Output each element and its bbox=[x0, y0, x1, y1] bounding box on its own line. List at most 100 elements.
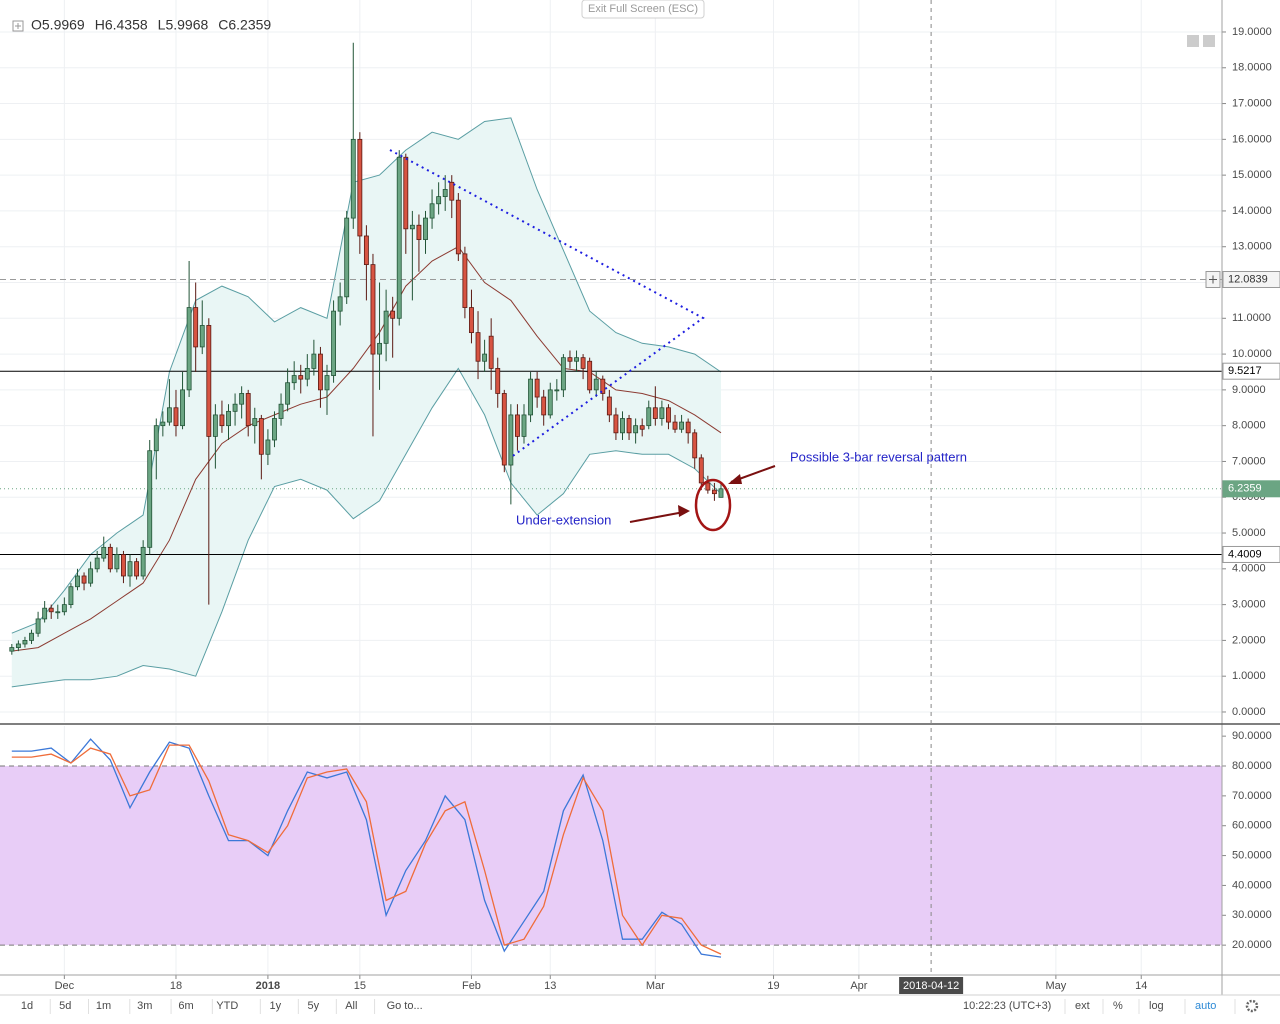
y-tick-label: 8.0000 bbox=[1232, 420, 1266, 432]
exit-fullscreen-button[interactable] bbox=[581, 0, 705, 19]
y-tick-label: 4.0000 bbox=[1232, 563, 1266, 575]
icon[interactable] bbox=[1187, 35, 1199, 47]
candle-body bbox=[698, 457, 704, 484]
candle-body bbox=[81, 575, 87, 584]
range-button[interactable]: 1d bbox=[21, 1000, 33, 1012]
candle-body bbox=[324, 375, 330, 391]
candle-body bbox=[409, 224, 415, 230]
candle-body bbox=[646, 407, 652, 427]
candle-body bbox=[377, 342, 382, 355]
triangle-drawing bbox=[389, 149, 705, 459]
candle-body bbox=[298, 375, 304, 380]
y-tick-label: 15.0000 bbox=[1232, 169, 1272, 181]
candle-body bbox=[574, 357, 579, 362]
candle-body bbox=[620, 418, 625, 434]
range-button[interactable]: All bbox=[345, 1000, 357, 1012]
settings-button[interactable] bbox=[1245, 999, 1259, 1013]
goto-button[interactable]: Go to... bbox=[387, 1000, 423, 1012]
y-tick-label: 18.0000 bbox=[1232, 62, 1272, 74]
range-button[interactable]: 1m bbox=[96, 1000, 111, 1012]
candle-body bbox=[554, 389, 560, 392]
candle-body bbox=[9, 647, 15, 652]
crosshair-label: 2018-04-12 bbox=[903, 980, 959, 992]
y-tick-label: 90.0000 bbox=[1232, 730, 1272, 742]
stochastic-pane bbox=[0, 738, 1222, 958]
option-button[interactable]: ext bbox=[1075, 1000, 1090, 1012]
upper-band bbox=[11, 117, 722, 634]
x-tick-label: Apr bbox=[850, 980, 867, 992]
icon[interactable] bbox=[1203, 35, 1215, 47]
x-tick-label: 2018 bbox=[256, 980, 280, 992]
option-button[interactable]: log bbox=[1149, 1000, 1164, 1012]
candle-body bbox=[449, 181, 455, 201]
candle-body bbox=[587, 360, 593, 391]
candle-body bbox=[121, 554, 126, 577]
x-tick-label: 13 bbox=[544, 980, 556, 992]
y-tick-label: 10.0000 bbox=[1232, 348, 1272, 360]
ohlc-legend: O5.9969 bbox=[31, 17, 85, 33]
highlight-circle bbox=[694, 478, 732, 532]
range-button[interactable]: 6m bbox=[178, 1000, 193, 1012]
candle-body bbox=[331, 310, 337, 376]
legend-icon[interactable] bbox=[12, 20, 24, 32]
price-pane bbox=[0, 42, 1222, 688]
y-tick-label: 2.0000 bbox=[1232, 634, 1266, 646]
range-button[interactable]: 3m bbox=[137, 1000, 152, 1012]
y-tick-label: 19.0000 bbox=[1232, 26, 1272, 38]
candle-body bbox=[193, 307, 199, 348]
range-button[interactable]: YTD bbox=[216, 1000, 238, 1012]
candle-body bbox=[68, 586, 74, 606]
candle-body bbox=[560, 357, 566, 391]
candle-body bbox=[514, 414, 520, 437]
candle-body bbox=[48, 607, 54, 613]
candle-body bbox=[370, 264, 376, 355]
candle-body bbox=[114, 554, 120, 570]
candle-body bbox=[180, 389, 185, 427]
y-tick-label: 20.0000 bbox=[1232, 939, 1272, 951]
candle-body bbox=[101, 546, 107, 559]
candle-body bbox=[390, 310, 396, 319]
y-tick-label: 60.0000 bbox=[1232, 820, 1272, 832]
candle-body bbox=[160, 421, 166, 427]
candle-body bbox=[344, 217, 350, 298]
candle-body bbox=[613, 414, 619, 434]
candle-body bbox=[521, 414, 527, 437]
exit-fullscreen-label[interactable]: Exit Full Screen (ESC) bbox=[588, 3, 698, 15]
candle-body bbox=[469, 307, 474, 334]
option-button[interactable]: % bbox=[1113, 1000, 1123, 1012]
ohlc-legend: H6.4358 bbox=[95, 17, 148, 33]
y-tick-label: 16.0000 bbox=[1232, 133, 1272, 145]
candle-body bbox=[134, 561, 140, 577]
candle-body bbox=[593, 378, 599, 391]
candle-body bbox=[186, 307, 192, 391]
candle-body bbox=[567, 357, 573, 362]
range-button[interactable]: 1y bbox=[270, 1000, 282, 1012]
range-button[interactable]: 5y bbox=[308, 1000, 320, 1012]
price-marker-label: 4.4009 bbox=[1228, 548, 1262, 560]
candle-body bbox=[35, 618, 41, 634]
y-tick-label: 70.0000 bbox=[1232, 790, 1272, 802]
candle-body bbox=[462, 253, 468, 308]
toolbar: 1d 5d 1m 3m 6m YTD 1y 5y All Go to... 10:22:23 (UT… bbox=[21, 999, 1259, 1014]
price-marker bbox=[1222, 480, 1280, 498]
annotation: Possible 3-bar reversal pattern bbox=[790, 449, 967, 464]
price-marker-label: 12.0839 bbox=[1228, 273, 1268, 285]
candle-body bbox=[442, 189, 448, 198]
candle-body bbox=[495, 367, 501, 394]
y-tick-label: 11.0000 bbox=[1232, 312, 1271, 324]
candle-body bbox=[692, 432, 698, 459]
option-button[interactable]: auto bbox=[1195, 1000, 1216, 1012]
candle-body bbox=[350, 138, 356, 219]
candle-body bbox=[285, 382, 291, 405]
ohlc-legend: C6.2359 bbox=[218, 17, 271, 33]
candle-body bbox=[29, 632, 34, 641]
y-tick-label: 9.0000 bbox=[1232, 384, 1266, 396]
candle-body bbox=[547, 389, 553, 416]
candle-body bbox=[252, 418, 258, 427]
y-tick-label: 3.0000 bbox=[1232, 599, 1266, 611]
range-button[interactable]: 5d bbox=[59, 1000, 71, 1012]
candle-body bbox=[501, 393, 507, 466]
candle-body bbox=[127, 561, 133, 577]
